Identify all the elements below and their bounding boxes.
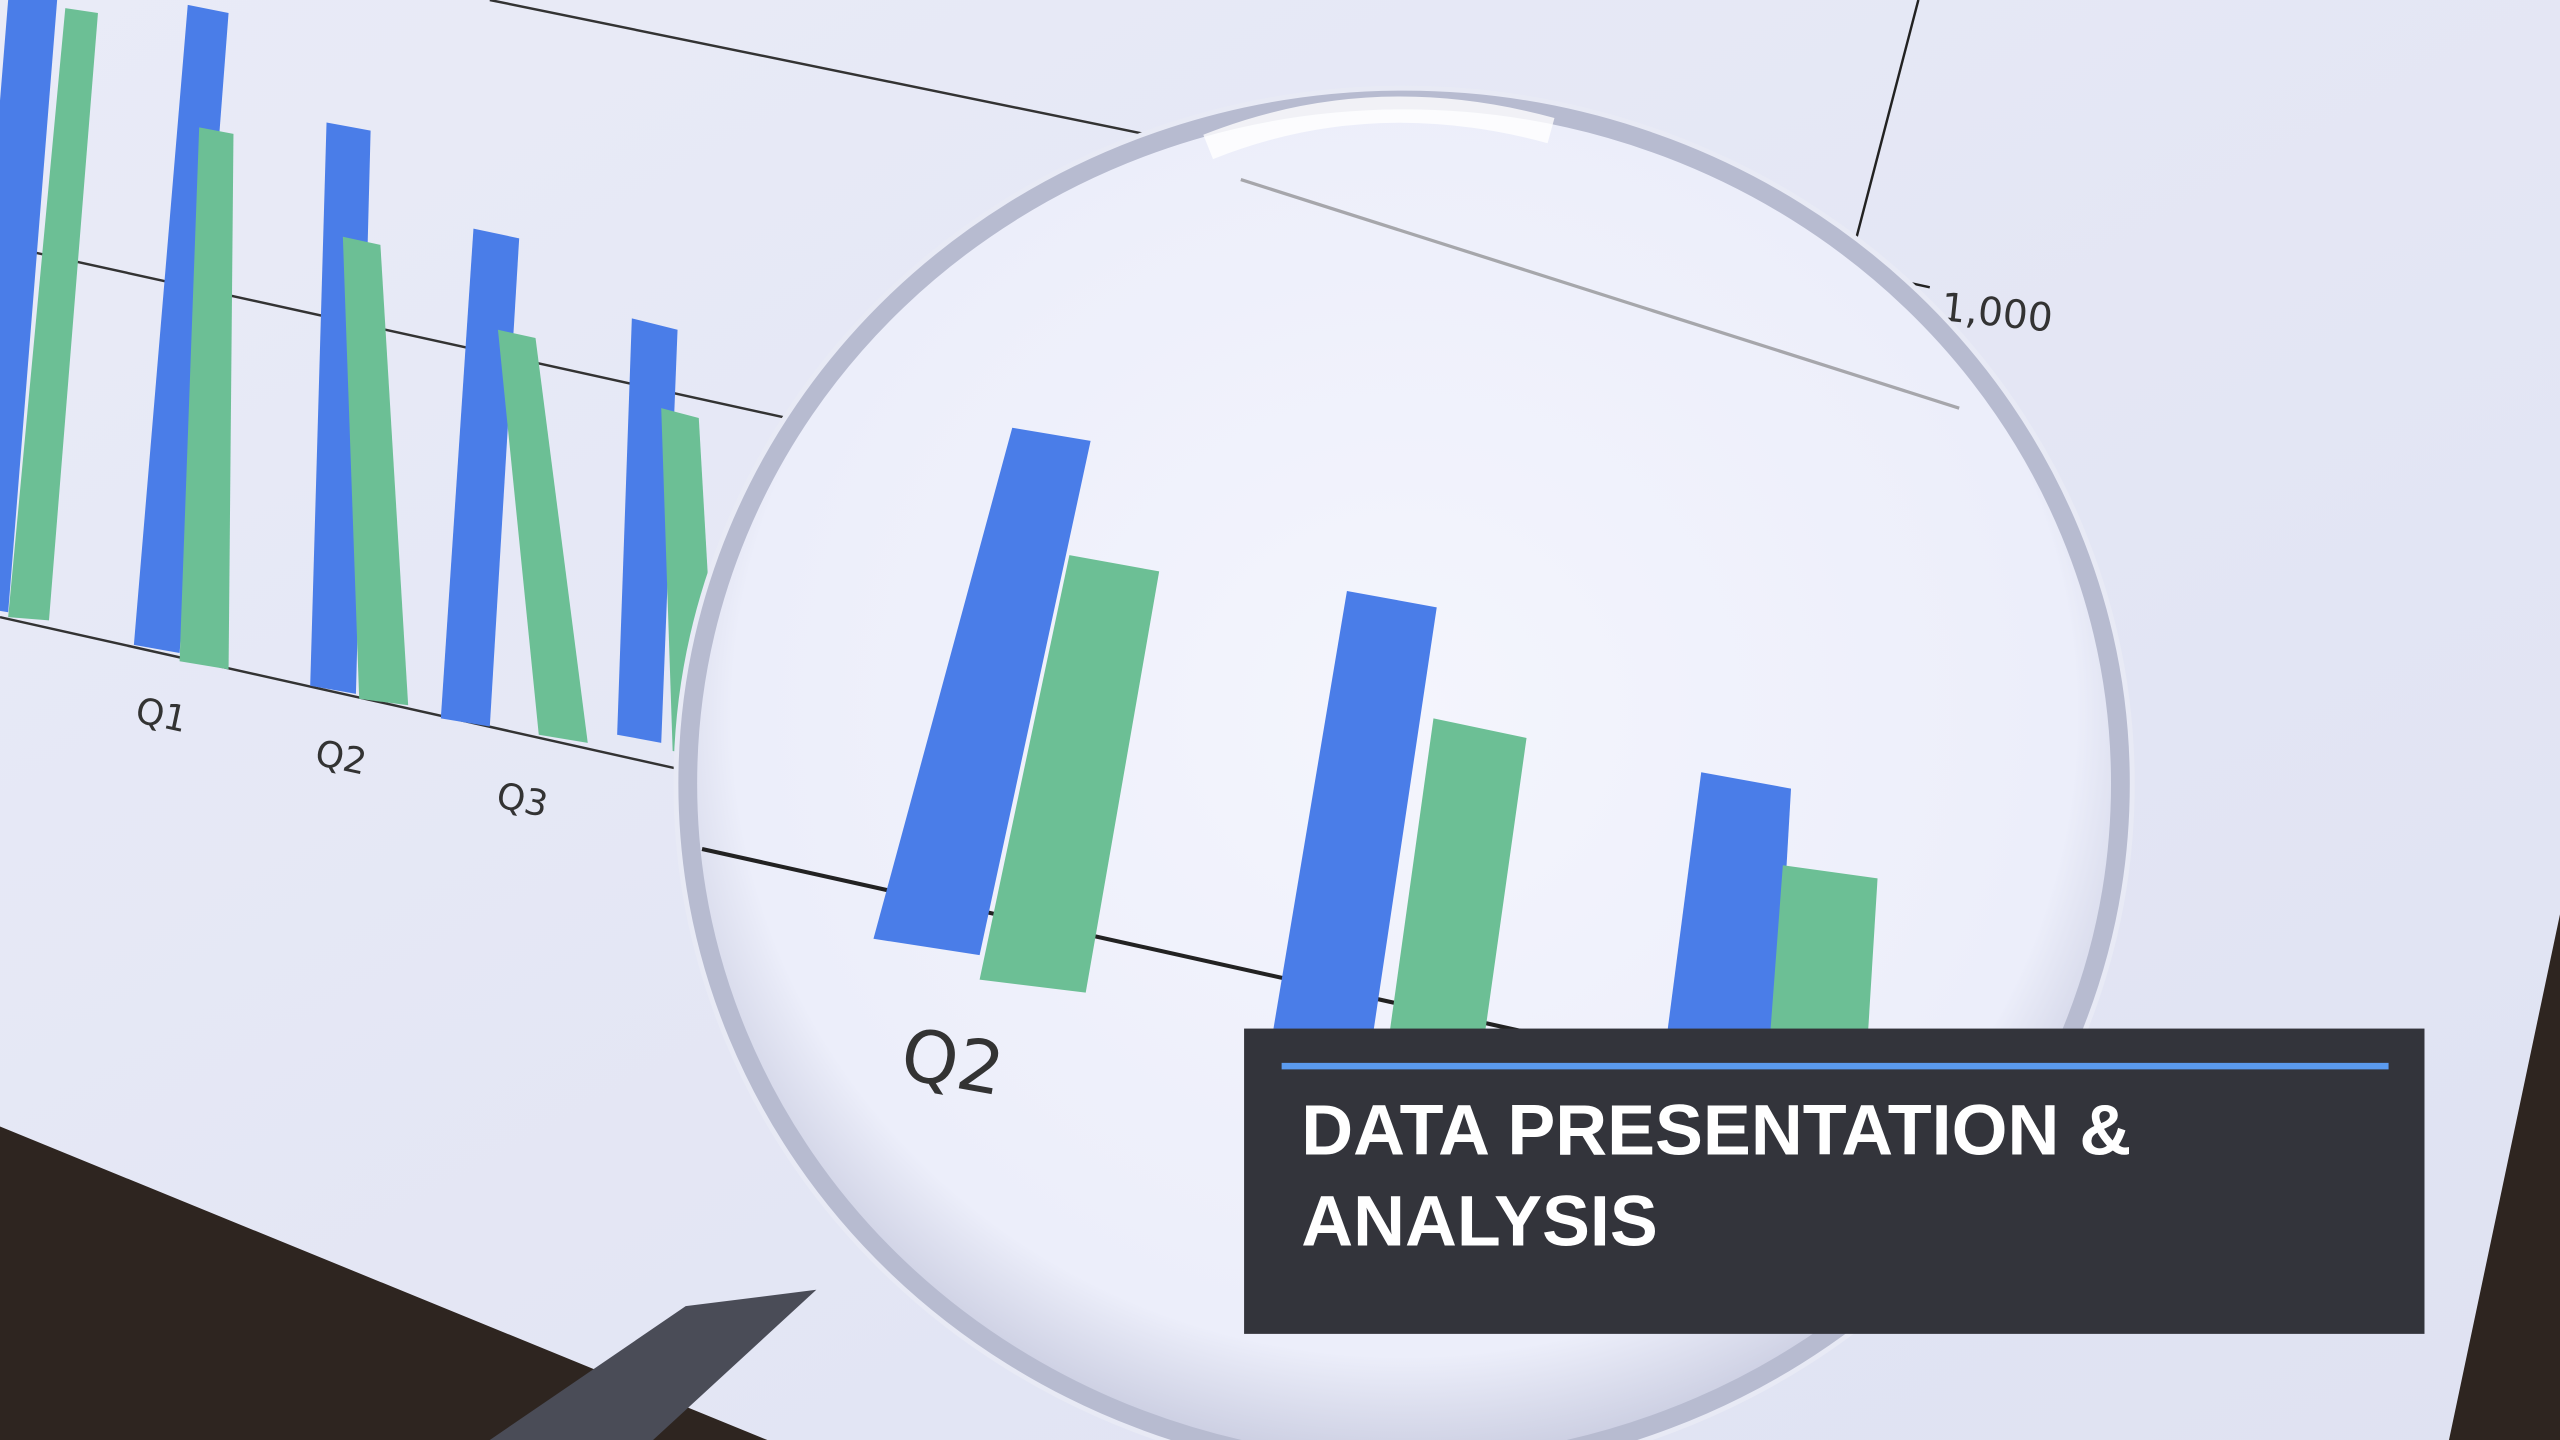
- grid-line: [489, 0, 1209, 149]
- photo-label: Q2: [895, 1012, 1010, 1112]
- lens-rim: [673, 85, 2135, 1440]
- banner-title: DATA PRESENTATION &: [1301, 1090, 2131, 1170]
- banner-title: ANALYSIS: [1301, 1182, 1658, 1262]
- photo-label: Q3: [493, 775, 552, 826]
- axis-line: [0, 615, 686, 772]
- photo-label: Q1: [132, 690, 191, 741]
- grid-line: [1240, 178, 1960, 410]
- title-banner: [1244, 1028, 2425, 1334]
- magnifier-handle: [489, 1289, 817, 1440]
- photo-label: Q2: [312, 733, 371, 784]
- grid-line: [0, 243, 817, 426]
- axis-line: [1846, 0, 1920, 270]
- lens-glare: [1203, 96, 1555, 160]
- bars: [0, 0, 719, 760]
